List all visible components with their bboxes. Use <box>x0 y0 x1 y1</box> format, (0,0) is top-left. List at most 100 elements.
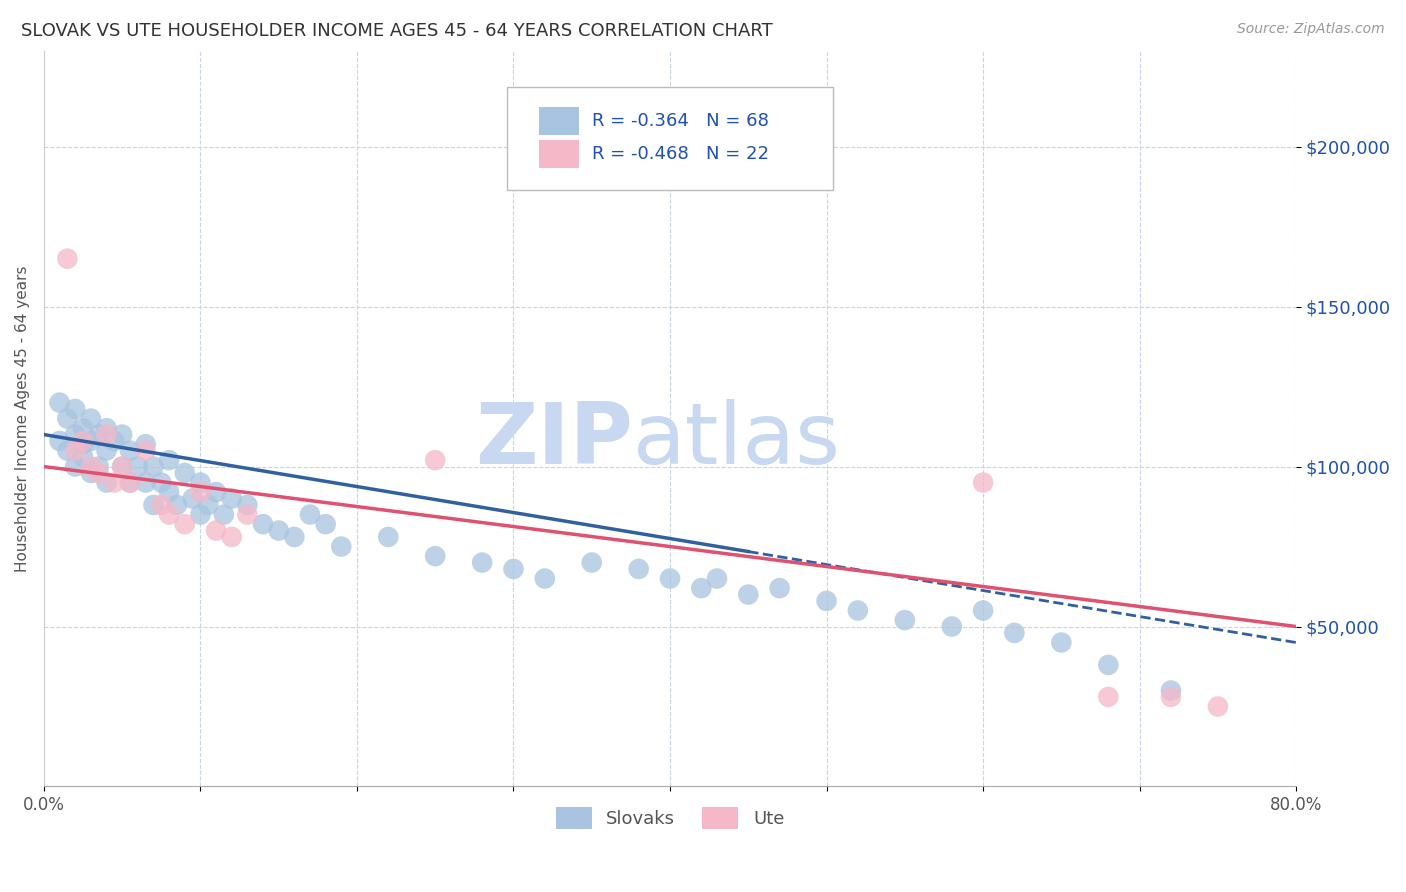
Text: SLOVAK VS UTE HOUSEHOLDER INCOME AGES 45 - 64 YEARS CORRELATION CHART: SLOVAK VS UTE HOUSEHOLDER INCOME AGES 45… <box>21 22 773 40</box>
Point <box>1002 626 1025 640</box>
Text: R = -0.468   N = 22: R = -0.468 N = 22 <box>592 145 769 163</box>
Point <box>1097 657 1119 672</box>
Point <box>87 466 110 480</box>
Point <box>190 485 212 500</box>
Point <box>96 475 118 490</box>
Point <box>48 434 70 448</box>
Point <box>118 475 141 490</box>
Point <box>48 395 70 409</box>
Point <box>135 475 157 490</box>
Point <box>205 524 228 538</box>
Text: R = -0.364   N = 68: R = -0.364 N = 68 <box>592 112 769 130</box>
Point <box>173 466 195 480</box>
Text: ZIP: ZIP <box>475 399 633 483</box>
Point <box>56 411 79 425</box>
FancyBboxPatch shape <box>508 87 832 191</box>
Point <box>1160 683 1182 698</box>
Point <box>283 530 305 544</box>
Point <box>103 434 125 448</box>
Point <box>425 453 447 467</box>
Point <box>127 459 149 474</box>
Point <box>205 485 228 500</box>
Point <box>768 581 790 595</box>
Point <box>103 475 125 490</box>
Point <box>80 411 103 425</box>
Point <box>252 517 274 532</box>
Point <box>135 443 157 458</box>
Point <box>941 619 963 633</box>
Point <box>118 475 141 490</box>
Point <box>118 443 141 458</box>
Point <box>267 524 290 538</box>
Point <box>894 613 917 627</box>
Point <box>96 443 118 458</box>
Point <box>298 508 321 522</box>
Point <box>815 594 838 608</box>
Point <box>1160 690 1182 704</box>
Point <box>846 603 869 617</box>
FancyBboxPatch shape <box>538 140 579 169</box>
Point <box>150 475 173 490</box>
Point <box>173 517 195 532</box>
Point <box>63 459 86 474</box>
Point <box>236 498 259 512</box>
Point <box>197 498 219 512</box>
Point <box>330 540 353 554</box>
Point <box>72 421 94 435</box>
Point <box>221 491 243 506</box>
Legend: Slovaks, Ute: Slovaks, Ute <box>548 800 792 837</box>
Point <box>72 450 94 464</box>
Point <box>87 459 110 474</box>
Point <box>80 434 103 448</box>
Point <box>221 530 243 544</box>
Point <box>142 459 165 474</box>
Point <box>80 459 103 474</box>
Point <box>190 508 212 522</box>
Point <box>142 498 165 512</box>
FancyBboxPatch shape <box>538 107 579 136</box>
Point <box>111 459 134 474</box>
Text: Source: ZipAtlas.com: Source: ZipAtlas.com <box>1237 22 1385 37</box>
Point <box>627 562 650 576</box>
Point <box>315 517 337 532</box>
Point <box>157 508 180 522</box>
Point <box>212 508 235 522</box>
Point <box>166 498 188 512</box>
Point <box>96 421 118 435</box>
Point <box>87 427 110 442</box>
Y-axis label: Householder Income Ages 45 - 64 years: Householder Income Ages 45 - 64 years <box>15 265 30 572</box>
Point <box>1206 699 1229 714</box>
Point <box>80 466 103 480</box>
Point <box>157 485 180 500</box>
Point <box>63 443 86 458</box>
Point <box>63 402 86 417</box>
Point <box>72 434 94 448</box>
Point <box>706 572 728 586</box>
Point <box>1050 635 1073 649</box>
Point <box>181 491 204 506</box>
Text: atlas: atlas <box>633 399 841 483</box>
Point <box>533 572 555 586</box>
Point <box>581 556 603 570</box>
Point <box>502 562 524 576</box>
Point <box>425 549 447 563</box>
Point <box>111 427 134 442</box>
Point <box>972 475 994 490</box>
Point <box>63 427 86 442</box>
Point <box>236 508 259 522</box>
Point <box>56 252 79 266</box>
Point <box>1097 690 1119 704</box>
Point <box>157 453 180 467</box>
Point <box>190 475 212 490</box>
Point <box>72 437 94 451</box>
Point <box>659 572 682 586</box>
Point <box>111 459 134 474</box>
Point <box>135 437 157 451</box>
Point <box>690 581 713 595</box>
Point <box>737 588 759 602</box>
Point <box>972 603 994 617</box>
Point <box>96 427 118 442</box>
Point <box>377 530 399 544</box>
Point <box>150 498 173 512</box>
Point <box>56 443 79 458</box>
